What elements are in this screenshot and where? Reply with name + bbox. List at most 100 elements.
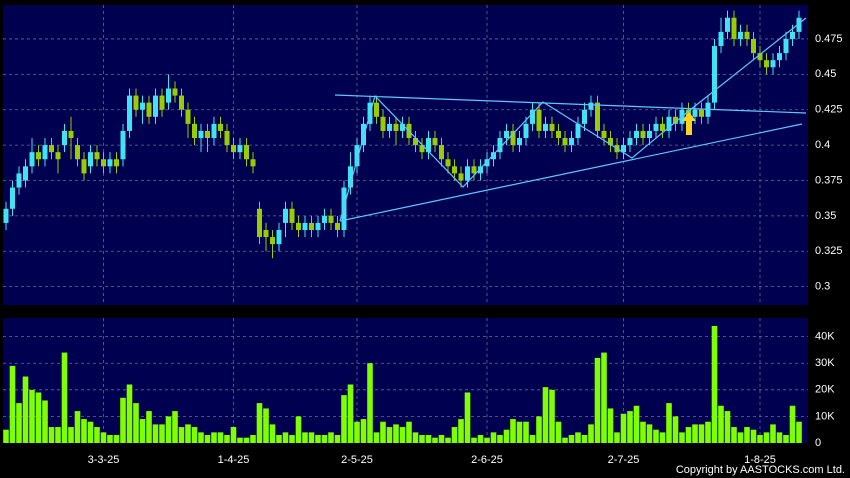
candle-body: [692, 109, 698, 117]
y-tick-label: 0.425: [815, 104, 843, 116]
candle-body: [439, 145, 444, 160]
candle-body: [172, 88, 178, 96]
volume-bar: [412, 432, 419, 443]
candle-body: [647, 130, 652, 139]
volume-bar: [724, 411, 731, 443]
volume-bar: [445, 437, 451, 443]
volume-bar: [204, 435, 211, 443]
volume-bar: [666, 403, 672, 443]
volume-bar: [399, 427, 406, 443]
volume-bar: [698, 424, 705, 443]
candle-body: [23, 166, 28, 181]
volume-bar: [776, 432, 783, 443]
candle-body: [107, 159, 113, 167]
candle-body: [289, 208, 295, 223]
volume-bar: [211, 432, 217, 443]
candle-body: [452, 166, 457, 174]
volume-bar: [601, 352, 607, 443]
arrow-icon: [682, 112, 696, 135]
candle-body: [432, 138, 438, 146]
volume-bar: [308, 432, 315, 443]
volume-bar: [477, 435, 484, 443]
candle-body: [796, 17, 802, 32]
candle-body: [3, 208, 9, 223]
y-tick-label: 0.4: [815, 139, 830, 151]
candle-body: [250, 159, 256, 167]
candle-body: [790, 31, 795, 39]
candle-body: [276, 230, 282, 245]
candle-body: [712, 46, 717, 103]
candle-body: [699, 109, 704, 117]
volume-bar: [458, 419, 464, 443]
volume-bar: [224, 435, 230, 443]
candle-body: [640, 130, 646, 139]
candle-body: [478, 166, 483, 174]
volume-bar: [347, 384, 354, 443]
candle-body: [744, 31, 750, 39]
volume-bar: [81, 419, 87, 443]
candle-body: [146, 102, 152, 117]
volume-bar: [107, 435, 113, 443]
candle-body: [777, 53, 782, 61]
y-tick-label: 0.3: [815, 281, 830, 293]
x-tick-label: 2-6-25: [471, 454, 503, 466]
volume-bar: [692, 424, 698, 443]
volume-bar: [679, 432, 685, 443]
candle-body: [738, 31, 743, 39]
candle-body: [757, 53, 763, 61]
support-line: [339, 123, 803, 222]
volume-bar: [185, 424, 191, 443]
volume-bar: [321, 435, 328, 443]
candle-body: [627, 138, 633, 146]
y-tick-label: 0.45: [815, 68, 836, 80]
candle-body: [595, 102, 600, 131]
candle-body: [322, 215, 327, 223]
candle-body: [588, 102, 594, 110]
candle-body: [413, 138, 418, 146]
volume-bar: [360, 419, 367, 443]
candle-body: [361, 123, 366, 146]
candle-body: [75, 145, 80, 160]
x-tick-label: 2-5-25: [341, 454, 373, 466]
candle-body: [237, 145, 243, 153]
grid-layer: [3, 5, 808, 443]
volume-bar: [594, 357, 601, 443]
volume-bar: [289, 435, 295, 443]
volume-bar: [334, 435, 341, 443]
volume-bar: [653, 429, 659, 443]
volume-bar: [588, 424, 594, 443]
candle-body: [536, 109, 542, 131]
candle-body: [81, 159, 87, 174]
candle-body: [49, 145, 54, 153]
candle-body: [484, 159, 490, 167]
candle-body: [731, 17, 737, 39]
candle-body: [764, 60, 769, 68]
volume-bar: [627, 411, 633, 443]
volume-bar: [718, 405, 724, 443]
candle-body: [328, 215, 334, 223]
volume-bar: [620, 413, 627, 443]
candle-body: [517, 138, 522, 146]
volume-bar: [250, 435, 256, 443]
candle-body: [101, 159, 106, 167]
volume-bar: [42, 400, 48, 443]
candle-body: [465, 166, 470, 181]
candle-body: [205, 130, 210, 139]
volume-bar: [74, 411, 81, 443]
candle-body: [569, 138, 574, 146]
candle-body: [393, 123, 399, 131]
candle-body: [153, 95, 158, 117]
volume-bar: [282, 432, 289, 443]
volume-bar: [256, 403, 263, 443]
volume-bar: [139, 419, 146, 443]
candle-body: [660, 123, 665, 131]
volume-bar: [198, 432, 204, 443]
volume-bar: [302, 432, 308, 443]
volume-bar: [217, 432, 224, 443]
price-panel: [3, 5, 808, 305]
candle-body: [400, 123, 405, 131]
candle-body: [88, 152, 93, 167]
candle-body: [270, 237, 275, 245]
candle-body: [653, 123, 659, 131]
y-tick-label: 10K: [815, 410, 835, 422]
